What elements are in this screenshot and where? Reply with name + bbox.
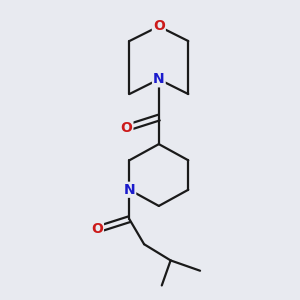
Text: N: N xyxy=(124,183,135,197)
Text: N: N xyxy=(153,72,165,86)
Text: O: O xyxy=(121,121,132,135)
Text: O: O xyxy=(91,223,103,236)
Text: O: O xyxy=(153,19,165,33)
